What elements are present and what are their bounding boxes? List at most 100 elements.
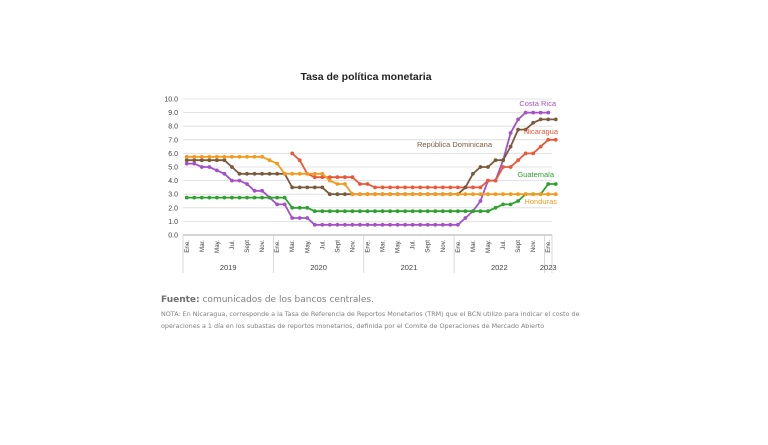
- x-tick-label: Nov.: [349, 240, 356, 253]
- data-point: [523, 127, 528, 132]
- data-point: [275, 171, 280, 176]
- data-point: [380, 209, 385, 214]
- data-point: [433, 222, 438, 227]
- gridlines: [183, 98, 552, 236]
- data-point: [478, 165, 483, 169]
- data-point: [358, 192, 362, 197]
- data-point: [546, 192, 551, 197]
- data-point: [365, 222, 370, 227]
- data-point: [471, 171, 475, 176]
- data-point: [297, 158, 302, 163]
- data-point: [222, 158, 227, 163]
- data-point: [237, 178, 242, 183]
- series-line: [186, 183, 556, 213]
- data-point: [538, 117, 543, 122]
- data-point: [230, 154, 234, 159]
- data-point: [538, 144, 543, 149]
- y-tick-label: 8.0: [168, 124, 178, 131]
- data-point: [260, 171, 264, 176]
- y-tick-label: 10.0: [164, 97, 178, 104]
- data-point: [320, 175, 325, 180]
- data-point: [290, 151, 295, 156]
- data-point: [327, 209, 332, 214]
- data-point: [395, 222, 400, 227]
- data-point: [463, 185, 468, 190]
- x-tick-label: Ene.: [545, 240, 552, 253]
- x-tick-label: Ene.: [184, 240, 191, 253]
- data-point: [440, 185, 445, 190]
- x-tick-label: May.: [214, 240, 221, 253]
- data-point: [501, 202, 505, 207]
- data-point: [395, 209, 400, 214]
- data-point: [403, 209, 408, 214]
- data-point: [373, 209, 377, 214]
- y-tick-label: 3.0: [168, 192, 178, 199]
- y-tick-label: 1.0: [168, 219, 178, 226]
- data-point: [493, 205, 498, 210]
- x-tick-label: Jul.: [229, 240, 236, 250]
- data-point: [455, 192, 460, 197]
- x-tick-label: May.: [395, 240, 402, 253]
- source-label: Fuente:: [161, 295, 200, 305]
- data-point: [478, 209, 483, 214]
- data-point: [410, 192, 415, 197]
- data-point: [214, 168, 219, 173]
- data-point: [275, 161, 280, 166]
- data-point: [275, 195, 280, 200]
- x-tick-label: Mar.: [289, 240, 296, 252]
- data-point: [184, 161, 189, 166]
- data-point: [388, 185, 392, 190]
- data-point: [478, 185, 483, 190]
- data-point: [523, 110, 528, 115]
- data-point: [230, 195, 234, 200]
- data-point: [395, 185, 400, 190]
- data-point: [350, 192, 355, 197]
- data-point: [327, 192, 332, 197]
- data-point: [418, 185, 423, 190]
- data-point: [222, 154, 227, 159]
- data-point: [327, 175, 332, 180]
- data-point: [410, 185, 415, 190]
- x-axis: Ene. Mar. May. Jul. Sept Nov. Ene. Mar. May. Jul.…: [182, 235, 557, 273]
- series-label: Costa Rica: [519, 99, 557, 108]
- data-point: [267, 171, 272, 176]
- data-point: [184, 158, 189, 163]
- series-label: Nicaragua: [524, 127, 559, 136]
- data-point: [433, 185, 438, 190]
- x-tick-label: Mar.: [380, 240, 387, 252]
- data-point: [237, 171, 242, 176]
- data-point: [282, 195, 287, 200]
- data-point: [358, 182, 362, 186]
- data-point: [493, 178, 498, 183]
- data-point: [538, 110, 543, 115]
- data-point: [343, 182, 347, 186]
- data-point: [388, 209, 392, 214]
- data-point: [508, 144, 513, 149]
- data-point: [553, 117, 558, 122]
- data-point: [418, 192, 423, 197]
- data-point: [237, 154, 242, 159]
- data-point: [516, 117, 521, 122]
- year-label: 2019: [220, 263, 237, 272]
- data-point: [501, 192, 505, 197]
- data-point: [290, 185, 295, 190]
- data-point: [335, 175, 340, 180]
- data-point: [222, 195, 227, 200]
- data-point: [478, 199, 483, 203]
- data-point: [192, 195, 197, 200]
- data-point: [508, 131, 513, 135]
- data-point: [335, 222, 340, 227]
- data-point: [199, 165, 204, 169]
- data-point: [297, 185, 302, 190]
- data-point: [199, 158, 204, 163]
- x-tick-label: Ene.: [274, 240, 281, 253]
- data-point: [553, 182, 558, 186]
- source-text: comunicados de los bancos centrales.: [199, 295, 374, 305]
- data-point: [433, 192, 438, 197]
- x-tick-label: Mar.: [470, 240, 477, 252]
- data-point: [365, 182, 370, 186]
- y-tick-label: 2.0: [168, 205, 178, 212]
- data-point: [380, 192, 385, 197]
- data-point: [305, 171, 310, 176]
